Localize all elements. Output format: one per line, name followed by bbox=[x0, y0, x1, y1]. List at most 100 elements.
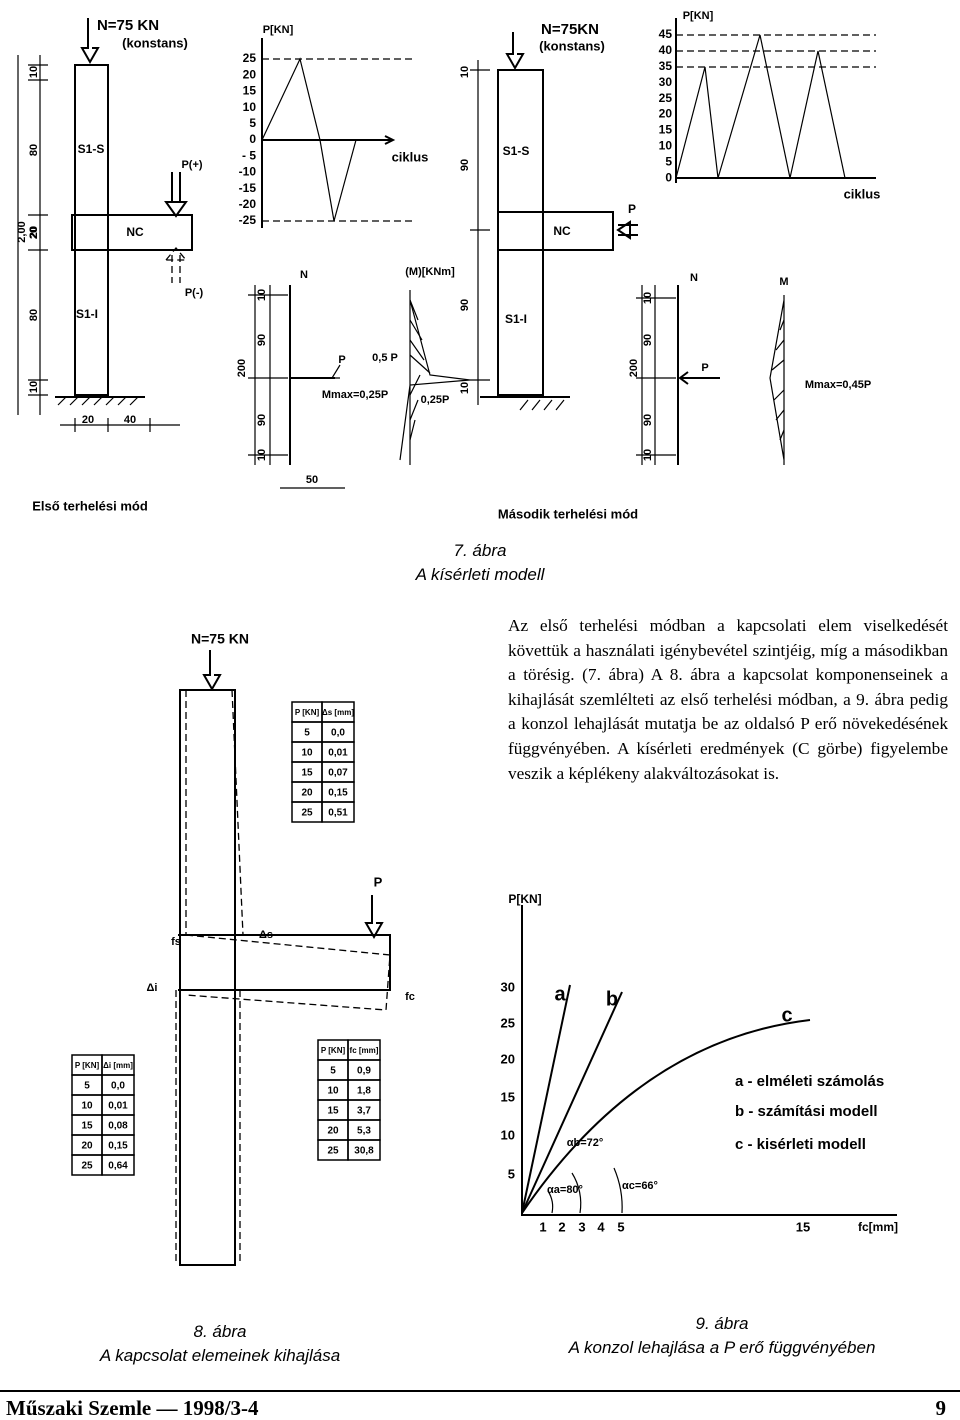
table-cell-text: 15 bbox=[301, 768, 313, 779]
table-cell-text: 10 bbox=[301, 748, 313, 759]
dimension: 90 bbox=[256, 334, 268, 346]
label: ciklus bbox=[844, 186, 881, 201]
table-header: P [KN] bbox=[75, 1061, 100, 1070]
dimension: 90 bbox=[642, 334, 654, 346]
label: Második terhelési mód bbox=[498, 506, 638, 521]
dimension: 90 bbox=[642, 414, 654, 426]
page-number: 9 bbox=[935, 1396, 947, 1420]
table-cell-text: 15 bbox=[327, 1106, 339, 1117]
label: 0,25P bbox=[421, 394, 450, 406]
tick-label: 10 bbox=[501, 1127, 515, 1142]
table-cell-text: 5 bbox=[84, 1081, 90, 1092]
table-cell-text: 0,01 bbox=[108, 1101, 128, 1112]
dimension: 90 bbox=[459, 299, 471, 311]
tick-label: 25 bbox=[659, 91, 673, 105]
table-cell-text: 3,7 bbox=[357, 1106, 371, 1117]
table-header: P [KN] bbox=[295, 708, 320, 717]
tick-label: 5 bbox=[617, 1219, 624, 1234]
label: P(+) bbox=[181, 159, 202, 171]
angle-label: αb=72° bbox=[567, 1137, 604, 1149]
label: P[KN] bbox=[683, 10, 714, 22]
tick-label: -20 bbox=[239, 197, 257, 211]
tick-label: - 5 bbox=[242, 148, 256, 162]
dimension: 90 bbox=[459, 159, 471, 171]
table-cell-text: 10 bbox=[81, 1101, 93, 1112]
angle-label: αa=80° bbox=[547, 1184, 583, 1196]
tick-label: 1 bbox=[539, 1219, 546, 1234]
table-cell-text: 0,15 bbox=[108, 1141, 128, 1152]
label: P bbox=[374, 874, 383, 889]
label: fs bbox=[171, 936, 181, 948]
table-cell-text: 0,9 bbox=[357, 1066, 371, 1077]
tick-label: 15 bbox=[501, 1089, 515, 1104]
label: (M)[KNm] bbox=[405, 266, 455, 278]
label: Δs bbox=[259, 929, 273, 941]
table-cell-text: 25 bbox=[327, 1146, 339, 1157]
dimension: 90 bbox=[256, 414, 268, 426]
dimension: 10 bbox=[642, 449, 654, 461]
fig8-drawing bbox=[175, 650, 391, 1266]
tick-label: 30 bbox=[659, 75, 673, 89]
label: S1-I bbox=[76, 307, 98, 321]
table-cell bbox=[347, 1139, 381, 1161]
tick-label: 5 bbox=[508, 1166, 515, 1181]
label: P[KN] bbox=[263, 24, 294, 36]
label: (konstans) bbox=[122, 35, 188, 50]
tick-label: 5 bbox=[665, 154, 672, 168]
dimension: 2,00 bbox=[16, 221, 28, 242]
tick-label: 5 bbox=[249, 116, 256, 130]
label: S1-I bbox=[505, 312, 527, 326]
label: NC bbox=[126, 225, 144, 239]
figure-caption-number: 7. ábra bbox=[453, 541, 507, 560]
tick-label: 10 bbox=[243, 100, 257, 114]
figure-caption-number: 9. ábra bbox=[695, 1314, 749, 1333]
label: P bbox=[338, 354, 345, 366]
table-header: Δs [mm] bbox=[322, 708, 354, 717]
table-cell-text: 0,0 bbox=[111, 1081, 125, 1092]
label: N=75 KN bbox=[97, 17, 159, 34]
table-header: P [KN] bbox=[321, 1046, 346, 1055]
dimension: 10 bbox=[459, 382, 471, 394]
table-cell-text: 5 bbox=[330, 1066, 336, 1077]
tick-label: 0 bbox=[665, 170, 672, 184]
label: N bbox=[300, 269, 308, 281]
label: fc bbox=[405, 991, 415, 1003]
tick-label: 20 bbox=[501, 1051, 515, 1066]
tick-label: 10 bbox=[659, 138, 673, 152]
table-cell-text: 20 bbox=[327, 1126, 339, 1137]
table-cell-text: 0,08 bbox=[108, 1121, 128, 1132]
table-cell-text: 5 bbox=[304, 728, 310, 739]
table-cell-text: 0,15 bbox=[328, 788, 348, 799]
tick-label: 30 bbox=[501, 979, 515, 994]
curve-label: a bbox=[554, 983, 566, 1005]
tick-label: 15 bbox=[659, 123, 673, 137]
label: S1-S bbox=[503, 144, 530, 158]
table-cell-text: 10 bbox=[327, 1086, 339, 1097]
label: Mmax=0,25P bbox=[322, 389, 388, 401]
label: 0,5 P bbox=[372, 352, 398, 364]
curve-label: c bbox=[781, 1004, 792, 1026]
table-cell-text: 5,3 bbox=[357, 1126, 371, 1137]
table-cell-text: 0,0 bbox=[331, 728, 345, 739]
dimension: 200 bbox=[236, 359, 248, 377]
label: N=75KN bbox=[541, 21, 599, 38]
dimension: 10 bbox=[28, 381, 40, 393]
dimension: 10 bbox=[256, 449, 268, 461]
tick-label: 0 bbox=[249, 132, 256, 146]
body-text: Az első terhelési módban a kapcsolati el… bbox=[508, 616, 948, 783]
table-header: fc [mm] bbox=[350, 1046, 379, 1055]
tick-label: -10 bbox=[239, 165, 257, 179]
dimension: 20 bbox=[82, 414, 94, 426]
table-cell-text: 25 bbox=[301, 808, 313, 819]
dimension: 80 bbox=[28, 144, 40, 156]
label: ciklus bbox=[392, 149, 429, 164]
dimension: 10 bbox=[256, 289, 268, 301]
tick-label: 25 bbox=[501, 1015, 515, 1030]
tick-label: 45 bbox=[659, 27, 673, 41]
legend-entry: c - kisérleti modell bbox=[735, 1136, 866, 1153]
figure-caption-number: 8. ábra bbox=[193, 1322, 247, 1341]
label: Mmax=0,45P bbox=[805, 379, 871, 391]
dimension: 10 bbox=[28, 66, 40, 78]
